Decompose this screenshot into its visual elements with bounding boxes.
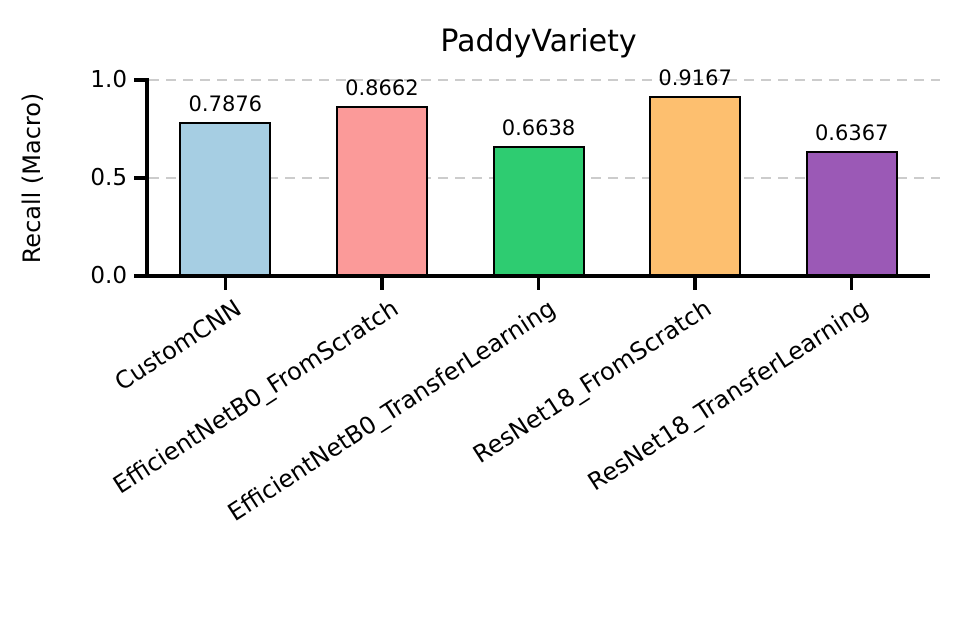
x-tick-label: EfficientNetB0_FromScratch [107, 294, 404, 500]
bar-efficientnetb0_transferlearning [492, 145, 585, 276]
bar-value-label: 0.9167 [658, 66, 732, 91]
bar-resnet18_fromscratch [649, 96, 742, 276]
y-axis-spine [145, 78, 149, 278]
x-tick-mark [380, 278, 384, 290]
y-tick-label: 0.0 [90, 263, 127, 289]
y-tick-label: 1.0 [90, 67, 127, 93]
x-tick-label: CustomCNN [110, 294, 247, 397]
x-axis-spine [143, 274, 930, 278]
chart-title: PaddyVariety [440, 24, 637, 59]
bar-resnet18_transferlearning [805, 151, 898, 276]
bar-value-label: 0.7876 [188, 91, 263, 116]
x-tick-label: ResNet18_TransferLearning [582, 294, 873, 497]
x-tick-label: EfficientNetB0_TransferLearning [222, 294, 560, 527]
y-tick-label: 0.5 [90, 165, 127, 191]
y-tick-mark [134, 78, 147, 82]
bar-value-label: 0.8662 [345, 76, 419, 101]
x-tick-mark [536, 278, 541, 290]
gridline-y-1 [149, 79, 940, 81]
bar-efficientnetb0_fromscratch [335, 106, 428, 276]
bar-value-label: 0.6367 [814, 121, 889, 146]
x-tick-mark [693, 278, 697, 290]
y-tick-mark [134, 274, 147, 278]
x-tick-mark [223, 278, 228, 290]
bar-value-label: 0.6638 [501, 115, 576, 140]
bar-customcnn [179, 121, 272, 276]
y-tick-mark [134, 176, 147, 180]
x-tick-mark [849, 278, 854, 290]
